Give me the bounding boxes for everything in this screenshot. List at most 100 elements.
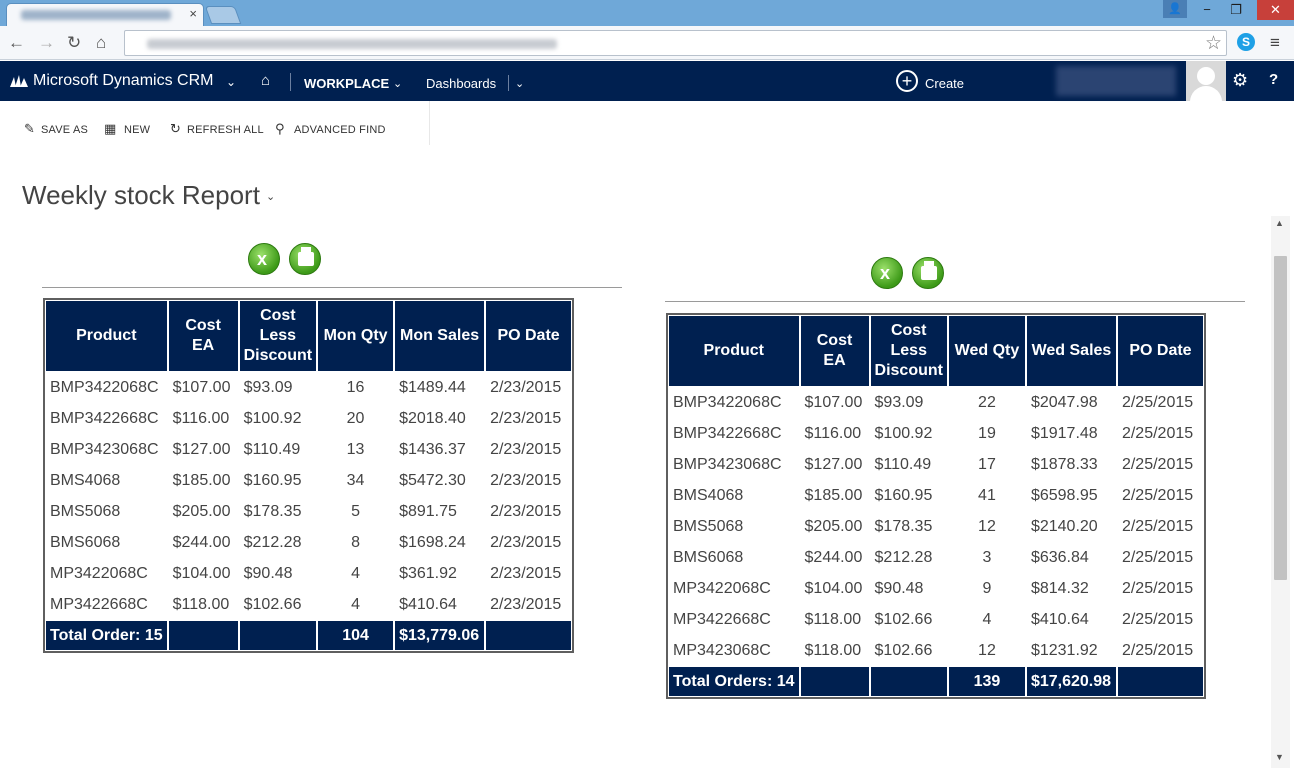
reload-icon[interactable]: ↻: [67, 33, 82, 52]
avatar-head: [1197, 67, 1215, 85]
avatar-body: [1190, 86, 1222, 101]
po-date-cell: 2/23/2015: [485, 496, 573, 527]
header-row: Product Cost EA Cost Less Discount Mon Q…: [45, 300, 573, 372]
scroll-down-icon[interactable]: ▼: [1275, 752, 1284, 762]
product-cell: BMS5068: [668, 511, 800, 542]
sales-cell: $361.92: [394, 558, 486, 589]
product-cell: BMP3422068C: [45, 372, 168, 403]
restore-icon[interactable]: ❐: [1230, 2, 1242, 17]
gear-icon[interactable]: ⚙: [1232, 70, 1249, 90]
chevron-down-icon[interactable]: ⌄: [515, 78, 525, 90]
table-row: MP3422068C $104.00 $90.48 4 $361.92 2/23/2015: [45, 558, 573, 589]
new-button[interactable]: NEW: [124, 124, 151, 136]
table-row: BMS5068 $205.00 $178.35 12 $2140.20 2/25/2015: [668, 511, 1204, 542]
binoculars-icon[interactable]: ⚲: [275, 121, 285, 136]
report-divider: [665, 301, 1245, 302]
chevron-down-icon[interactable]: ⌄: [226, 75, 237, 89]
sales-cell: $5472.30: [394, 465, 486, 496]
qty-cell: 4: [317, 558, 395, 589]
workplace-menu[interactable]: WORKPLACE: [304, 76, 390, 91]
table-row: BMP3422068C $107.00 $93.09 22 $2047.98 2/25/2…: [668, 387, 1204, 418]
cost-ea-cell: $185.00: [167, 465, 239, 496]
export-excel-button[interactable]: x: [871, 257, 903, 289]
qty-cell: 34: [317, 465, 395, 496]
address-bar[interactable]: ☆: [124, 30, 1227, 56]
app-name[interactable]: Microsoft Dynamics CRM: [33, 72, 214, 89]
cost-less-discount-cell: $212.28: [238, 527, 318, 558]
sales-cell: $410.64: [1025, 604, 1117, 635]
refresh-all-button[interactable]: REFRESH ALL: [187, 124, 264, 136]
total-row: Total Order: 15 104 $13,779.06: [45, 620, 573, 651]
minimize-icon[interactable]: −: [1203, 2, 1211, 17]
back-icon[interactable]: ←: [8, 33, 25, 52]
browser-tab-active[interactable]: ×: [6, 3, 204, 26]
sales-cell: $1436.37: [394, 434, 486, 465]
cost-less-discount-cell: $102.66: [869, 635, 948, 666]
chevron-down-icon[interactable]: ⌄: [393, 78, 403, 90]
empty-cell: [167, 620, 239, 651]
wednesday-report-table: Product Cost EA Cost Less Discount Wed Q…: [666, 313, 1206, 699]
create-plus-icon[interactable]: +: [896, 70, 918, 92]
product-cell: BMP3422068C: [668, 387, 800, 418]
advanced-find-button[interactable]: ADVANCED FIND: [294, 124, 386, 136]
home-icon[interactable]: ⌂: [261, 72, 271, 89]
scroll-thumb[interactable]: [1274, 256, 1287, 580]
scroll-up-icon[interactable]: ▲: [1275, 218, 1284, 228]
cost-ea-cell: $118.00: [799, 604, 870, 635]
save-as-button[interactable]: SAVE AS: [41, 124, 89, 136]
create-button[interactable]: Create: [925, 76, 965, 91]
product-cell: BMP3422668C: [45, 403, 168, 434]
print-button[interactable]: [289, 243, 321, 275]
cost-less-discount-cell: $212.28: [869, 542, 948, 573]
new-tab-button[interactable]: [204, 6, 242, 24]
save-as-icon[interactable]: ✎: [24, 121, 35, 136]
browser-menu-icon[interactable]: ≡: [1270, 33, 1280, 52]
total-label-cell: Total Order: 15: [45, 620, 168, 651]
cost-less-discount-cell: $102.66: [869, 604, 948, 635]
sales-cell: $1878.33: [1025, 449, 1117, 480]
qty-cell: 4: [317, 589, 395, 620]
po-date-cell: 2/25/2015: [1116, 480, 1204, 511]
sales-cell: $410.64: [394, 589, 486, 620]
window-user-icon[interactable]: 👤: [1163, 0, 1187, 18]
column-header: Cost EA: [167, 300, 239, 372]
product-cell: MP3422068C: [45, 558, 168, 589]
bookmark-star-icon[interactable]: ☆: [1204, 33, 1222, 54]
skype-extension-icon[interactable]: S: [1237, 33, 1255, 51]
cost-less-discount-cell: $160.95: [869, 480, 948, 511]
qty-cell: 4: [947, 604, 1026, 635]
cost-less-discount-cell: $160.95: [238, 465, 318, 496]
qty-cell: 12: [947, 511, 1026, 542]
close-tab-icon[interactable]: ×: [189, 6, 197, 21]
cost-ea-cell: $127.00: [799, 449, 870, 480]
po-date-cell: 2/25/2015: [1116, 449, 1204, 480]
avatar[interactable]: [1186, 61, 1226, 101]
export-excel-button[interactable]: x: [248, 243, 280, 275]
cost-less-discount-cell: $90.48: [238, 558, 318, 589]
forward-icon[interactable]: →: [38, 33, 55, 52]
cost-ea-cell: $116.00: [799, 418, 870, 449]
command-bar: ✎ SAVE AS ▦ NEW ↻ REFRESH ALL ⚲ ADVANCED…: [0, 101, 430, 145]
product-cell: BMP3423068C: [668, 449, 800, 480]
print-button[interactable]: [912, 257, 944, 289]
dashboards-link[interactable]: Dashboards: [426, 76, 497, 91]
window-close-icon[interactable]: ✕: [1257, 0, 1294, 20]
home-icon[interactable]: ⌂: [96, 33, 107, 52]
new-icon[interactable]: ▦: [104, 121, 117, 136]
user-info-redacted[interactable]: [1056, 66, 1176, 96]
page-title[interactable]: Weekly stock Report: [22, 180, 260, 210]
help-icon[interactable]: ?: [1269, 71, 1279, 88]
total-qty-cell: 104: [317, 620, 395, 651]
cost-ea-cell: $104.00: [167, 558, 239, 589]
total-sales-cell: $17,620.98: [1025, 666, 1117, 697]
po-date-cell: 2/25/2015: [1116, 418, 1204, 449]
column-header: Product: [45, 300, 168, 372]
qty-cell: 20: [317, 403, 395, 434]
cost-ea-cell: $244.00: [799, 542, 870, 573]
chevron-down-icon[interactable]: ⌄: [266, 191, 276, 203]
column-header: Cost Less Discount: [238, 300, 318, 372]
cost-ea-cell: $104.00: [799, 573, 870, 604]
scrollbar[interactable]: ▲ ▼: [1271, 216, 1290, 768]
qty-cell: 13: [317, 434, 395, 465]
refresh-icon[interactable]: ↻: [170, 121, 181, 136]
